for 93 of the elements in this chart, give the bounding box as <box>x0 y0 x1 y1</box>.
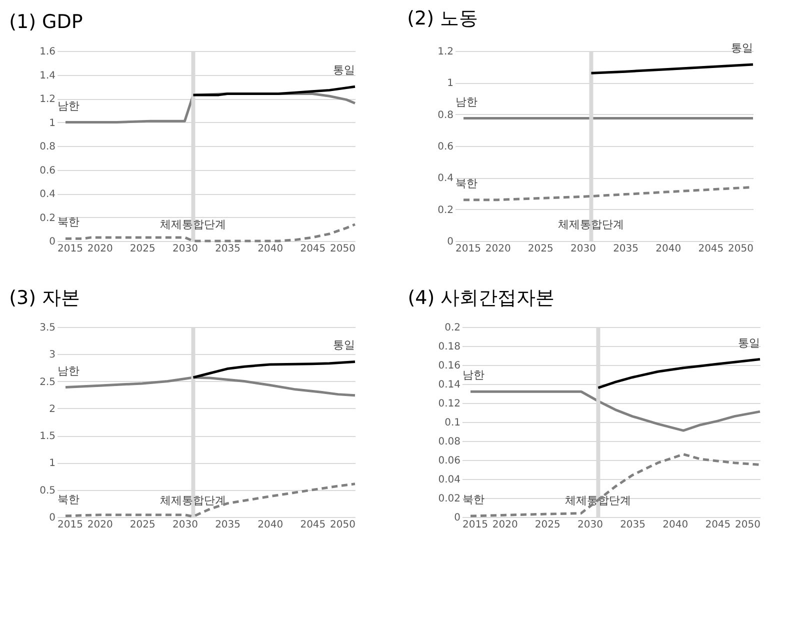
line-series <box>64 376 356 397</box>
y-tick-label: 0.8 <box>438 110 454 121</box>
y-tick-label: 0 <box>49 236 56 248</box>
y-tick-label: 0.14 <box>438 380 460 390</box>
y-tick-label: 2.5 <box>40 376 56 388</box>
x-tick-label: 2035 <box>215 244 241 254</box>
y-tick-label: 1.2 <box>438 46 454 58</box>
series-label: 북한 <box>58 216 80 229</box>
y-tick-label: 0 <box>49 512 56 524</box>
x-tick-label: 2035 <box>215 520 241 530</box>
x-tick-label: 2015 <box>58 244 83 254</box>
x-tick-label: 2015 <box>58 520 83 530</box>
x-tick-label: 2030 <box>172 520 198 530</box>
ref-line-label: 체제통합단계 <box>160 494 226 507</box>
line-series <box>590 63 754 74</box>
y-tick-label: 0.6 <box>40 165 56 176</box>
series-label: 통일 <box>333 64 355 77</box>
y-tick-label: 0.4 <box>40 189 56 200</box>
y-tick-label: 0.8 <box>40 142 56 152</box>
y-tick-label: 0.2 <box>40 212 56 224</box>
series-label: 통일 <box>333 338 355 352</box>
x-tick-label: 2025 <box>130 244 156 254</box>
x-tick-label: 2050 <box>735 520 760 530</box>
x-tick-label: 2040 <box>258 520 284 530</box>
x-tick-label: 2020 <box>87 244 113 254</box>
x-tick-label: 2025 <box>528 244 554 254</box>
x-tick-label: 2045 <box>300 244 326 254</box>
series-label: 통일 <box>738 336 760 350</box>
x-tick-label: 2050 <box>330 244 356 254</box>
x-tick-label: 2040 <box>662 520 688 530</box>
x-tick-label: 2040 <box>258 244 284 254</box>
y-tick-label: 0.16 <box>438 360 460 372</box>
x-tick-label: 2045 <box>705 520 731 530</box>
chart-title: (3) 자본 <box>9 287 80 309</box>
ref-line-label: 체제통합단계 <box>558 218 624 231</box>
y-tick-label: 0.18 <box>438 342 460 352</box>
x-tick-label: 2015 <box>456 244 481 254</box>
line-series <box>192 360 356 379</box>
x-tick-label: 2025 <box>534 520 560 530</box>
y-tick-label: 0.1 <box>444 418 460 428</box>
line-series <box>469 390 762 432</box>
y-tick-label: 0.12 <box>438 398 460 410</box>
y-tick-label: 0.2 <box>444 322 460 334</box>
y-tick-label: 3 <box>49 350 56 361</box>
x-tick-label: 2020 <box>87 520 113 530</box>
y-tick-label: 1 <box>49 118 56 129</box>
y-tick-label: 0 <box>454 512 460 524</box>
series-label: 남한 <box>58 364 80 378</box>
ref-line-label: 체제통합단계 <box>565 494 632 507</box>
x-tick-label: 2030 <box>172 244 198 254</box>
line-series <box>192 85 356 96</box>
y-tick-label: 2 <box>49 404 56 415</box>
x-tick-label: 2045 <box>300 520 326 530</box>
series-label: 북한 <box>58 492 80 506</box>
x-tick-label: 2050 <box>728 244 754 254</box>
x-tick-label: 2020 <box>492 520 518 530</box>
x-tick-label: 2020 <box>485 244 511 254</box>
series-label: 북한 <box>456 176 478 190</box>
x-tick-label: 2050 <box>330 520 356 530</box>
x-tick-label: 2015 <box>462 520 488 530</box>
x-tick-label: 2040 <box>656 244 682 254</box>
x-tick-label: 2030 <box>570 244 596 254</box>
ref-line-label: 체제통합단계 <box>160 218 226 231</box>
y-tick-label: 0.06 <box>438 456 460 466</box>
y-tick-label: 1.5 <box>40 431 56 442</box>
y-tick-label: 3.5 <box>40 322 56 334</box>
series-label: 남한 <box>462 368 485 382</box>
series-label: 남한 <box>456 95 478 108</box>
y-tick-label: 1.4 <box>40 70 56 82</box>
chart-title: (4) 사회간접자본 <box>408 287 555 309</box>
chart-title: (2) 노동 <box>407 7 478 30</box>
series-label: 북한 <box>462 493 485 506</box>
y-tick-label: 1.6 <box>40 46 56 58</box>
x-tick-label: 2045 <box>698 244 724 254</box>
y-tick-label: 0.08 <box>438 436 460 448</box>
x-tick-label: 2025 <box>130 520 156 530</box>
chart-title: (1) GDP <box>9 11 83 33</box>
y-tick-label: 1 <box>49 458 56 470</box>
x-tick-label: 2030 <box>577 520 603 530</box>
x-tick-label: 2035 <box>620 520 646 530</box>
y-tick-label: 1.2 <box>40 94 56 105</box>
x-tick-label: 2035 <box>613 244 639 254</box>
y-tick-label: 0.2 <box>438 204 454 216</box>
line-series <box>596 358 762 390</box>
series-label: 통일 <box>731 41 753 54</box>
y-tick-label: 0.5 <box>40 485 56 496</box>
y-tick-label: 0.4 <box>438 173 454 184</box>
y-tick-label: 0.02 <box>438 494 460 504</box>
series-label: 남한 <box>58 99 80 112</box>
y-tick-label: 0.04 <box>438 474 460 486</box>
y-tick-label: 0 <box>447 236 454 248</box>
y-tick-label: 1 <box>447 78 454 90</box>
y-tick-label: 0.6 <box>438 142 454 152</box>
